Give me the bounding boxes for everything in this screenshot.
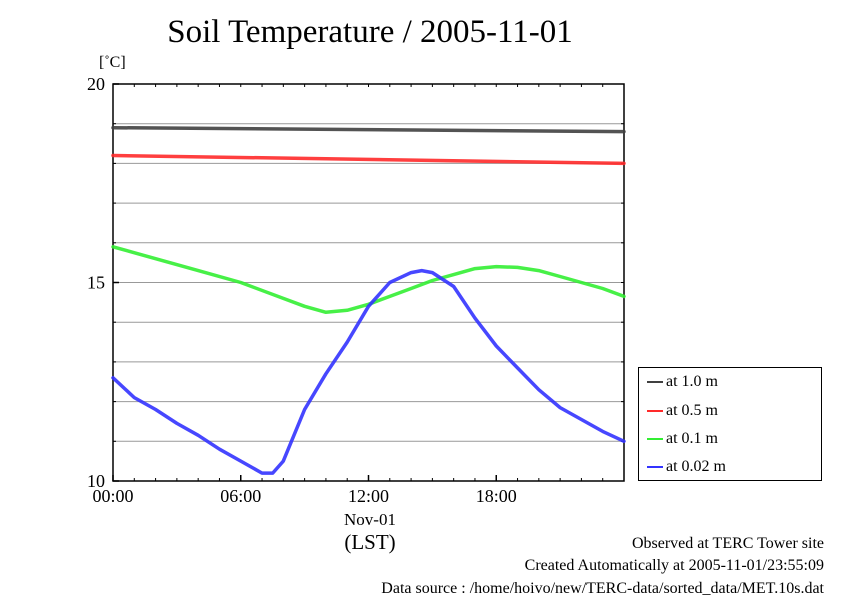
legend-label-0-1m: at 0.1 m [666,430,718,447]
y-axis-unit-label: [˚C] [99,54,126,71]
series-line-1 [111,153,626,166]
series-line-2 [111,245,626,315]
legend-swatch-0-5m [647,410,663,412]
legend-label-0-02m: at 0.02 m [666,458,726,475]
legend-label-0-5m: at 0.5 m [666,402,718,419]
x-axis-label: (LST) [344,530,396,554]
y-tick-label: 20 [87,74,105,94]
x-tick-label: 06:00 [220,486,261,506]
series-line-3 [111,268,626,475]
series-line-0 [111,125,626,134]
legend-swatch-1m [647,381,663,383]
legend-swatch-0-1m [647,438,663,440]
legend: at 1.0 m at 0.5 m at 0.1 m at 0.02 m [638,367,822,481]
legend-swatch-0-02m [647,466,663,468]
y-tick-label: 15 [87,273,105,293]
legend-label-1m: at 1.0 m [666,373,718,390]
footer-created-time: Created Automatically at 2005-11-01/23:5… [524,557,824,574]
x-tick-label: 18:00 [476,486,517,506]
x-tick-label: 00:00 [92,486,133,506]
footer-data-source: Data source : /home/hoivo/new/TERC-data/… [381,580,824,597]
x-axis-date-label: Nov-01 [344,510,396,529]
y-tick-label: 10 [87,471,105,491]
x-tick-label: 12:00 [348,486,389,506]
chart-title: Soil Temperature / 2005-11-01 [167,14,573,50]
footer-observed-site: Observed at TERC Tower site [631,535,824,552]
